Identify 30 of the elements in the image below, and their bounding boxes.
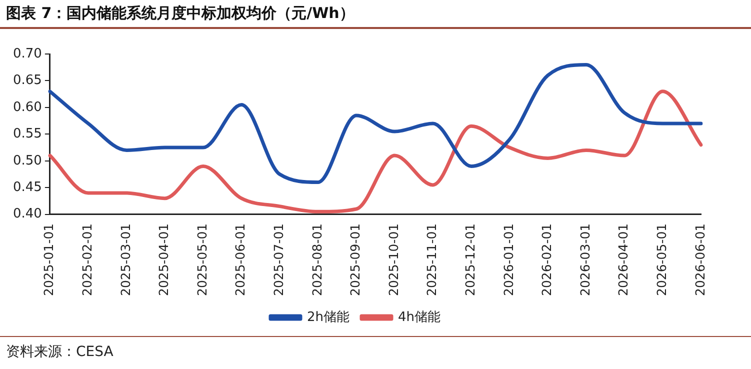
x-tick-label: 2026-03-01 [577, 223, 592, 296]
chart-title: 图表 7：国内储能系统月度中标加权均价（元/Wh） [6, 4, 354, 23]
x-tick-label: 2025-11-01 [424, 223, 440, 296]
x-tick-label: 2026-04-01 [616, 223, 631, 296]
x-tick-label: 2026-01-01 [500, 223, 516, 296]
text: 资料来源：CESA [6, 343, 114, 361]
x-tick-label: 2026-05-01 [654, 223, 669, 296]
x-tick-label: 2025-04-01 [156, 223, 172, 296]
x-tick-label: 2025-05-01 [194, 223, 210, 296]
legend-label: 4h储能 [398, 310, 441, 325]
y-tick-label: 0.45 [12, 180, 42, 196]
y-tick-label: 0.40 [12, 206, 42, 222]
x-tick-label: 2025-08-01 [309, 223, 324, 296]
y-tick-label: 0.60 [12, 100, 42, 115]
legend-label: 2h储能 [306, 310, 350, 325]
x-tick-label: 2025-03-01 [118, 223, 133, 296]
y-tick-label: 0.50 [12, 153, 42, 168]
x-tick-label: 2025-02-01 [79, 223, 94, 296]
y-tick-label: 0.70 [12, 46, 42, 62]
line-series [48, 62, 703, 184]
x-tick-label: 2026-02-01 [539, 223, 554, 296]
y-tick-label: 0.55 [12, 126, 42, 142]
x-tick-label: 2025-12-01 [462, 223, 478, 296]
y-tick-label: 0.65 [12, 73, 42, 88]
x-tick-label: 2025-10-01 [386, 223, 401, 296]
x-tick-label: 2025-09-01 [348, 223, 363, 296]
x-tick-label: 2026-06-01 [692, 223, 708, 296]
x-tick-label: 2025-06-01 [232, 223, 248, 296]
x-tick-label: 2025-01-01 [41, 223, 56, 296]
x-tick-label: 2025-07-01 [270, 223, 286, 296]
